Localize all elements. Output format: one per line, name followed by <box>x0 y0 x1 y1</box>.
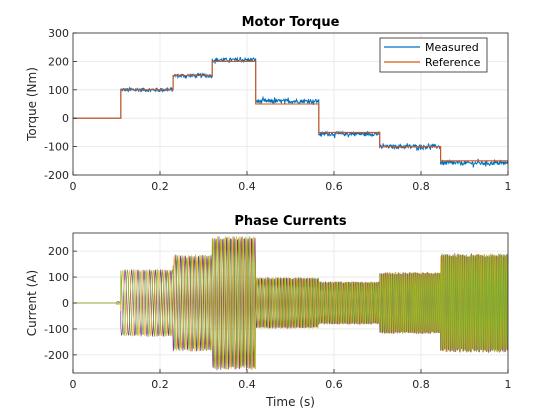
torque-title: Motor Torque <box>242 15 340 30</box>
current-y-tick-label: 0 <box>62 297 69 310</box>
current-x-axis-label: Time (s) <box>265 395 315 409</box>
current-series-group <box>73 236 508 371</box>
series-reference-line <box>73 60 508 162</box>
torque-x-tick-label: 0.2 <box>151 180 169 193</box>
current-x-tick-label: 0.4 <box>238 378 256 391</box>
current-title: Phase Currents <box>234 214 347 229</box>
current-y-tick-label: -100 <box>44 323 69 336</box>
torque-y-axis-label: Torque (Nm) <box>25 67 39 142</box>
torque-x-tick-label: 0 <box>70 180 77 193</box>
torque-y-tick-label: -100 <box>44 141 69 154</box>
current-x-tick-label: 0 <box>70 378 77 391</box>
torque-x-tick-label: 0.4 <box>238 180 256 193</box>
legend-label-measured: Measured <box>425 41 479 54</box>
legend-box <box>379 37 488 73</box>
torque-y-tick-label: 100 <box>48 84 69 97</box>
torque-x-tick-label: 1 <box>505 180 512 193</box>
current-y-tick-label: -200 <box>44 349 69 362</box>
series-phase-c-line <box>73 236 508 370</box>
torque-axes-box <box>72 32 509 176</box>
torque-legend: Measured Reference <box>379 37 488 73</box>
current-y-axis-label: Current (A) <box>25 270 39 336</box>
current-y-tick-label: 200 <box>48 245 69 258</box>
torque-y-tick-label: 200 <box>48 55 69 68</box>
torque-series-group <box>73 56 508 168</box>
torque-y-tick-label: -200 <box>44 169 69 182</box>
current-x-tick-label: 0.2 <box>151 378 169 391</box>
current-y-tick-label: 100 <box>48 271 69 284</box>
current-x-tick-label: 0.8 <box>412 378 430 391</box>
torque-y-tick-label: 0 <box>62 112 69 125</box>
current-tick-labels: 0 0.2 0.4 0.6 0.8 1 -200 -100 0 100 200 <box>44 245 511 391</box>
current-axes: 0 0.2 0.4 0.6 0.8 1 -200 -100 0 100 200 Phase Curr… <box>25 214 512 409</box>
torque-y-tick-label: 300 <box>48 27 69 40</box>
torque-axes: 0 0.2 0.4 0.6 0.8 1 -200 -100 0 100 200 300 Motor T… <box>25 15 512 193</box>
current-x-tick-label: 1 <box>505 378 512 391</box>
torque-x-tick-label: 0.8 <box>412 180 430 193</box>
legend-label-reference: Reference <box>425 56 481 69</box>
torque-x-tick-label: 0.6 <box>325 180 343 193</box>
current-x-tick-label: 0.6 <box>325 378 343 391</box>
torque-tick-labels: 0 0.2 0.4 0.6 0.8 1 -200 -100 0 100 200 300 <box>44 27 511 193</box>
series-measured-line <box>73 56 508 168</box>
